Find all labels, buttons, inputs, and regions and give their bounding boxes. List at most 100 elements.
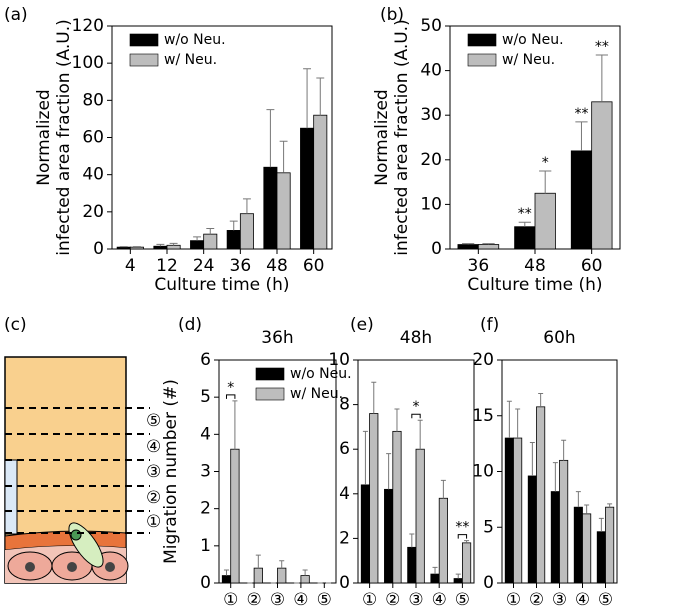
error-bar — [584, 504, 590, 514]
bar — [263, 166, 278, 250]
error-bar — [232, 400, 238, 450]
zone-label: ② — [146, 488, 161, 508]
x-tick-label: 4 — [125, 256, 136, 276]
error-bar — [462, 243, 475, 245]
error-bar — [119, 246, 128, 248]
chart-title: 36h — [261, 328, 293, 348]
y-tick-label: 2 — [339, 528, 350, 548]
bar — [226, 230, 241, 250]
y-tick-label: 30 — [420, 105, 442, 125]
bar — [430, 573, 440, 584]
y-tick-label: 10 — [472, 462, 494, 482]
bar — [453, 578, 463, 584]
bar — [461, 542, 472, 584]
error-bar — [206, 228, 215, 235]
y-tick-label: 0 — [339, 573, 350, 593]
bar — [573, 506, 583, 584]
legend-label: w/ Neu. — [502, 52, 555, 68]
insert — [4, 459, 18, 535]
significance: * — [542, 155, 549, 171]
x-tick-label: 60 — [303, 256, 325, 276]
x-tick-label: ⑤ — [317, 590, 332, 610]
bar — [504, 437, 514, 584]
panel-label: (d) — [178, 315, 202, 335]
error-bar — [538, 392, 544, 407]
x-tick-label: 36 — [468, 256, 490, 276]
error-bar — [529, 442, 535, 476]
x-tick-label: ① — [223, 590, 238, 610]
error-bar — [394, 408, 400, 432]
y-tick-label: 20 — [420, 150, 442, 170]
x-tick-label: ④ — [575, 590, 590, 610]
y-tick-label: 100 — [72, 53, 104, 73]
y-tick-label: 40 — [82, 165, 104, 185]
y-axis-label: infected area fraction (A.U.) — [392, 19, 412, 255]
bar — [313, 114, 328, 250]
error-bar — [255, 554, 261, 569]
x-axis-label: Culture time (h) — [154, 275, 289, 295]
y-tick-label: 15 — [472, 406, 494, 426]
error-bar — [362, 430, 368, 485]
bar — [116, 246, 131, 250]
bar — [360, 484, 370, 584]
error-bar — [193, 236, 202, 241]
zone-label: ③ — [146, 462, 161, 482]
y-tick-label: 20 — [472, 350, 494, 370]
y-tick-label: 10 — [420, 194, 442, 214]
x-tick-label: 48 — [524, 256, 546, 276]
y-tick-label: 3 — [200, 462, 211, 482]
x-tick-label: ② — [385, 590, 400, 610]
bar — [407, 546, 417, 584]
error-bar — [552, 462, 558, 492]
y-tick-label: 20 — [82, 202, 104, 222]
error-bar — [409, 533, 415, 548]
error-bar — [417, 419, 423, 450]
bar — [582, 513, 592, 584]
nucleus — [67, 562, 77, 572]
bar — [477, 244, 500, 250]
nucleus — [70, 529, 82, 541]
y-tick-label: 80 — [82, 90, 104, 110]
error-bar — [386, 453, 392, 490]
y-tick-label: 2 — [200, 499, 211, 519]
zone-label: ⑤ — [146, 411, 161, 431]
y-tick-label: 4 — [339, 484, 350, 504]
x-tick-label: 60 — [581, 256, 603, 276]
legend-label: w/o Neu. — [502, 32, 564, 48]
bar — [276, 172, 291, 250]
bar — [457, 244, 479, 250]
y-axis-label: Normalized — [34, 89, 54, 185]
x-tick-label: ⑤ — [598, 590, 613, 610]
x-tick-label: ④ — [293, 590, 308, 610]
bar — [230, 448, 240, 584]
bar — [596, 531, 606, 584]
panel-label: (e) — [350, 315, 374, 335]
nucleus — [105, 562, 115, 572]
error-bar — [440, 479, 446, 499]
error-bar — [506, 400, 512, 439]
x-tick-label: ① — [506, 590, 521, 610]
bar — [514, 226, 536, 250]
error-bar — [432, 566, 438, 575]
y-tick-label: 120 — [72, 16, 104, 36]
x-tick-label: 36 — [230, 256, 252, 276]
legend-swatch — [255, 367, 285, 381]
bracket — [457, 534, 468, 539]
panel-label: (f) — [480, 315, 499, 335]
bar — [239, 213, 254, 250]
significance: ** — [574, 106, 588, 122]
x-tick-label: ① — [362, 590, 377, 610]
bracket — [225, 394, 236, 399]
x-axis-label: Culture time (h) — [467, 275, 602, 295]
x-tick-label: ③ — [408, 590, 423, 610]
error-bar — [575, 121, 588, 151]
error-bar — [229, 220, 238, 231]
error-bar — [132, 246, 141, 248]
y-tick-label: 0 — [431, 239, 442, 259]
error-bar — [169, 242, 178, 246]
bar — [536, 406, 546, 584]
x-tick-label: 24 — [193, 256, 215, 276]
error-bar — [561, 439, 567, 461]
y-tick-label: 60 — [82, 128, 104, 148]
